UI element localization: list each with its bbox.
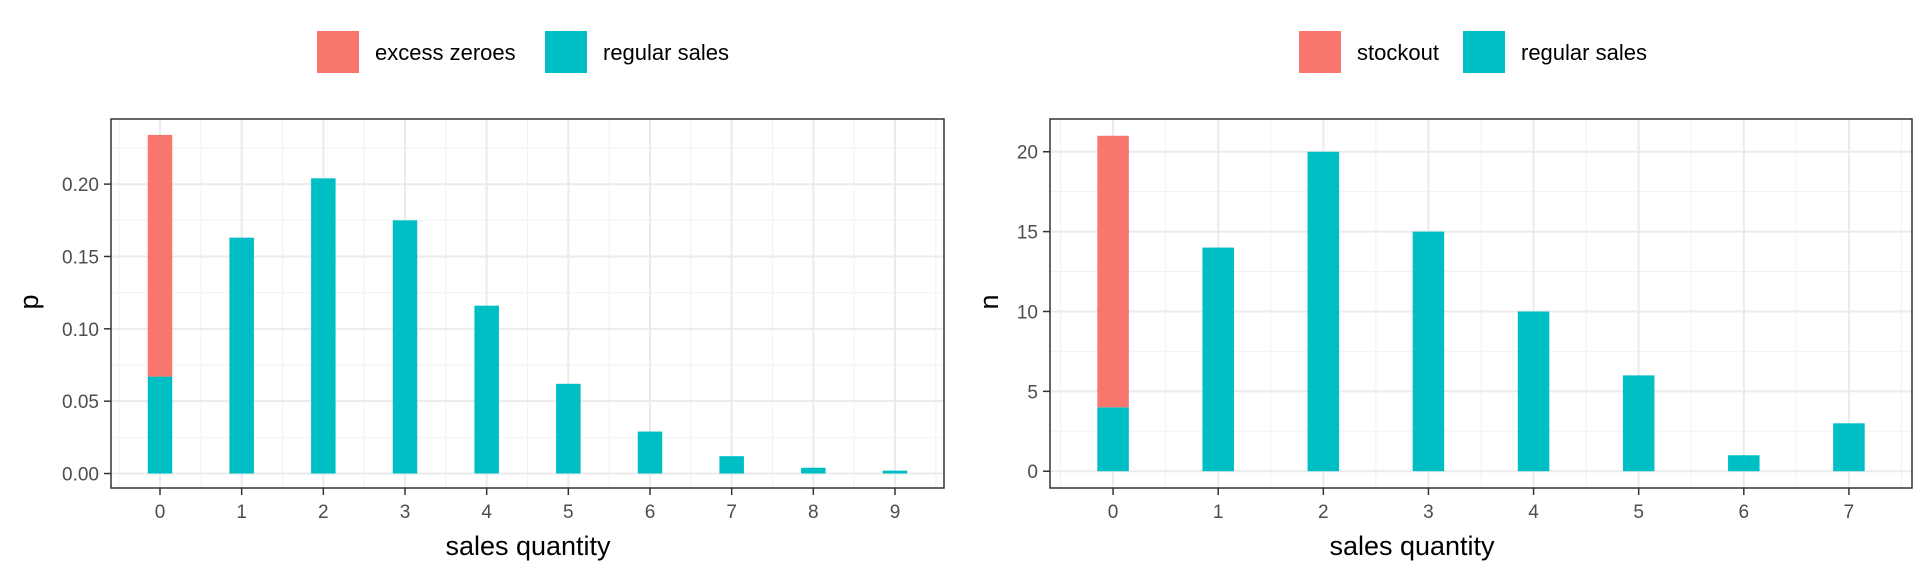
legend-label-excess-zeroes: excess zeroes xyxy=(375,40,516,65)
x-tick-label: 1 xyxy=(1213,502,1224,523)
bar-regular-sales-1 xyxy=(229,237,254,474)
bar-regular-sales-7 xyxy=(719,456,744,474)
y-tick-label: 15 xyxy=(1017,223,1038,244)
x-tick-label: 2 xyxy=(1318,502,1329,523)
x-tick-label: 5 xyxy=(563,502,574,523)
y-tick-label: 0.05 xyxy=(62,392,99,413)
y-tick-label: 20 xyxy=(1017,143,1038,164)
x-tick-label: 7 xyxy=(726,502,737,523)
bar-regular-sales-4 xyxy=(474,305,499,474)
x-tick-label: 4 xyxy=(1528,502,1539,523)
legend-key-stockout xyxy=(1299,31,1341,73)
x-tick-label: 6 xyxy=(645,502,656,523)
legend-label-regular-sales: regular sales xyxy=(603,40,729,65)
legend-key-excess-zeroes xyxy=(317,31,359,73)
legend-key-regular-sales xyxy=(1463,31,1505,73)
x-tick-label: 4 xyxy=(481,502,492,523)
x-tick-label: 9 xyxy=(890,502,901,523)
bar-regular-sales-5 xyxy=(1622,375,1655,472)
x-axis-title: sales quantity xyxy=(1329,531,1495,561)
x-tick-label: 1 xyxy=(236,502,247,523)
legend: excess zeroes regular sales xyxy=(317,31,729,73)
x-tick-label: 8 xyxy=(808,502,819,523)
y-tick-label: 0 xyxy=(1027,462,1038,483)
y-tick-label: 0.20 xyxy=(62,175,99,196)
bar-regular-sales-3 xyxy=(1412,231,1445,472)
bar-stockout-0 xyxy=(1097,135,1129,408)
bar-regular-sales-7 xyxy=(1833,423,1865,472)
bar-regular-sales-9 xyxy=(882,470,908,474)
plot-area: 0 5 10 15 20 0 1 2 3 4 5 6 7 xyxy=(1017,118,1913,523)
panel-border xyxy=(110,118,945,489)
x-tick-label: 3 xyxy=(1423,502,1434,523)
bar-regular-sales-6 xyxy=(1728,455,1760,472)
y-tick-label: 5 xyxy=(1027,382,1038,403)
x-axis-title: sales quantity xyxy=(445,531,611,561)
x-tick-label: 6 xyxy=(1739,502,1750,523)
x-tick-label: 5 xyxy=(1633,502,1644,523)
bar-regular-sales-4 xyxy=(1517,311,1550,472)
bar-regular-sales-8 xyxy=(801,467,826,474)
bar-regular-sales-3 xyxy=(392,220,418,474)
legend-label-regular-sales: regular sales xyxy=(1521,40,1647,65)
bar-regular-sales-2 xyxy=(311,178,336,474)
x-tick-label: 3 xyxy=(400,502,411,523)
x-tick-label: 7 xyxy=(1844,502,1855,523)
bar-regular-sales-0 xyxy=(147,376,173,474)
x-tick-label: 0 xyxy=(1108,502,1119,523)
y-tick-label: 0.15 xyxy=(62,247,99,268)
y-tick-label: 10 xyxy=(1017,302,1038,323)
y-axis-title: p xyxy=(14,294,44,309)
legend-label-stockout: stockout xyxy=(1357,40,1439,65)
bar-excess-zeroes-0 xyxy=(147,134,173,377)
plot-area: 0.00 0.05 0.10 0.15 0.20 0 1 2 3 4 5 6 7 8 9 xyxy=(62,118,945,523)
legend-key-regular-sales xyxy=(545,31,587,73)
bar-regular-sales-0 xyxy=(1097,407,1129,472)
y-tick-label: 0.10 xyxy=(62,320,99,341)
bar-regular-sales-5 xyxy=(556,383,581,474)
bar-regular-sales-2 xyxy=(1307,151,1340,472)
legend: stockout regular sales xyxy=(1299,31,1647,73)
x-tick-label: 2 xyxy=(318,502,329,523)
chart-panel-probability: excess zeroes regular sales 0.00 0.05 0.10… xyxy=(14,31,945,561)
y-axis-title: n xyxy=(974,294,1004,309)
panel-border xyxy=(1049,118,1913,489)
bar-regular-sales-1 xyxy=(1202,247,1234,472)
bar-regular-sales-6 xyxy=(637,431,663,474)
x-tick-label: 0 xyxy=(155,502,166,523)
y-tick-label: 0.00 xyxy=(62,465,99,486)
